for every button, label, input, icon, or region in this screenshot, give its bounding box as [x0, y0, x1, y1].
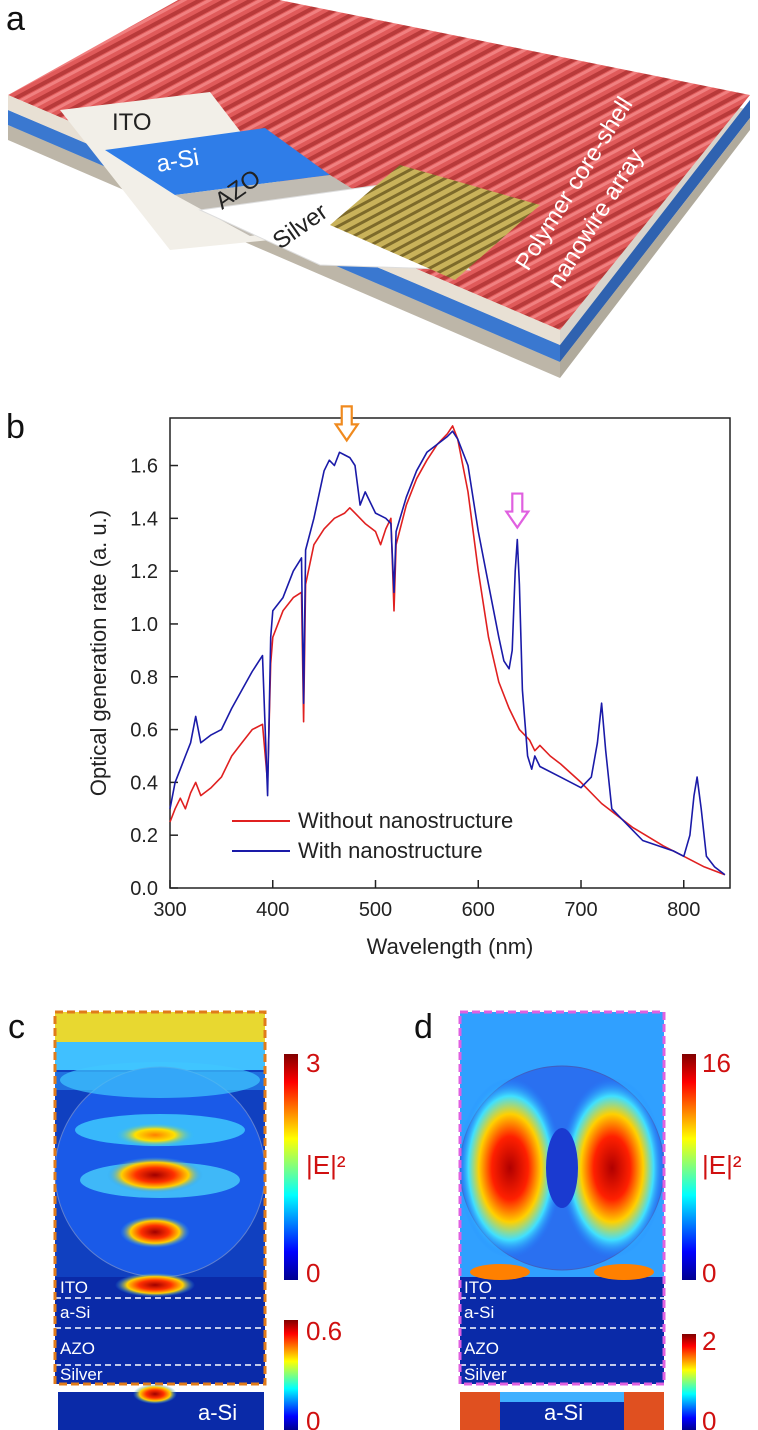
y-tick-label: 1.0	[130, 614, 158, 636]
y-tick-label: 0.2	[130, 825, 158, 847]
panel-b-letter: b	[6, 408, 25, 446]
label-ito: ITO	[112, 109, 152, 136]
d-cbar-max: 16	[702, 1048, 731, 1078]
c-inset-label: a-Si	[198, 1400, 237, 1425]
y-tick-label: 0.4	[130, 772, 158, 794]
y-axis-label: Optical generation rate (a. u.)	[86, 510, 111, 796]
device-schematic: ITO a-Si AZO Silver Polymer core-shell n…	[8, 0, 750, 378]
y-tick-label: 0.6	[130, 720, 158, 742]
series-line-without	[169, 425, 726, 876]
x-axis-label: Wavelength (nm)	[367, 934, 534, 959]
d-label-asi: a-Si	[464, 1303, 494, 1322]
c-cbar-small-max: 0.6	[306, 1316, 342, 1346]
field-map-d: ITO a-Si AZO Silver 16 |E|² 0 2 0 a-Si	[458, 1010, 742, 1430]
colorbar-d-main	[682, 1054, 696, 1280]
c-label-azo: AZO	[60, 1339, 95, 1358]
y-tick-label: 1.6	[130, 456, 158, 478]
legend: Without nanostructure With nanostructure	[232, 808, 513, 863]
plot-frame	[169, 417, 731, 889]
panel-c-letter: c	[8, 1008, 25, 1046]
c-label-silver: Silver	[60, 1365, 103, 1384]
c-label-ito: ITO	[60, 1278, 88, 1297]
c-cbar-small-min: 0	[306, 1406, 320, 1430]
colorbar-c-small	[284, 1320, 298, 1430]
d-inset-label: a-Si	[544, 1400, 583, 1425]
c-cbar-label: |E|²	[306, 1150, 346, 1180]
x-tick-label: 600	[462, 899, 495, 921]
x-tick-label: 700	[564, 899, 597, 921]
panel-d-letter: d	[414, 1008, 433, 1046]
colorbar-d-small	[682, 1334, 696, 1430]
x-tick-label: 400	[256, 899, 289, 921]
c-cbar-min: 0	[306, 1258, 320, 1288]
y-tick-label: 0.0	[130, 878, 158, 900]
d-cbar-small-max: 2	[702, 1326, 716, 1356]
d-cbar-min: 0	[702, 1258, 716, 1288]
frame-d	[458, 1010, 666, 1386]
generation-rate-chart: 300 400 500 600 700 800 0.0 0.2 0.4 0.6 0.8 1.0 1.2 1…	[86, 405, 731, 959]
c-cbar-max: 3	[306, 1048, 320, 1078]
series-line-with	[169, 430, 726, 876]
d-label-silver: Silver	[464, 1365, 507, 1384]
y-tick-label: 1.4	[130, 508, 158, 530]
x-tick-label: 300	[153, 899, 186, 921]
resonance-arrow-icon	[333, 405, 360, 443]
field-map-c: ITO a-Si AZO Silver 3 |E|² 0 0.6 0 a-Si	[53, 1010, 346, 1430]
y-tick-label: 1.2	[130, 561, 158, 583]
x-tick-label: 500	[359, 899, 392, 921]
legend-label: With nanostructure	[298, 838, 483, 863]
colorbar-c-main	[284, 1054, 298, 1280]
d-label-ito: ITO	[464, 1278, 492, 1297]
resonance-arrow-icon	[504, 492, 531, 530]
x-tick-label: 800	[667, 899, 700, 921]
legend-label: Without nanostructure	[298, 808, 513, 833]
frame-c	[53, 1010, 267, 1386]
panel-a-letter: a	[6, 0, 25, 38]
d-label-azo: AZO	[464, 1339, 499, 1358]
nanowire-array	[8, 0, 750, 330]
c-label-asi: a-Si	[60, 1303, 90, 1322]
a-si-cut	[105, 128, 330, 195]
y-tick-label: 0.8	[130, 667, 158, 689]
d-cbar-label: |E|²	[702, 1150, 742, 1180]
grating	[330, 165, 540, 280]
d-cbar-small-min: 0	[702, 1406, 716, 1430]
